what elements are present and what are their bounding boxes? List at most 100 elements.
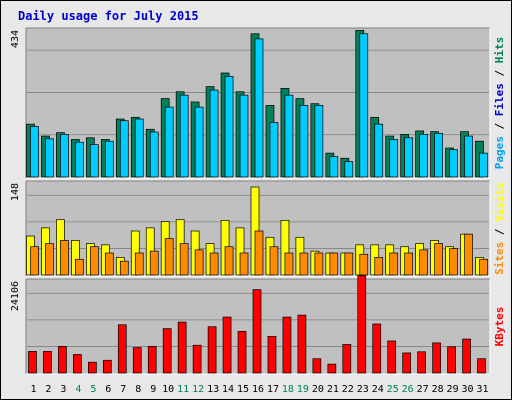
bar-kbytes-day-23 bbox=[357, 275, 367, 374]
x-tick-label-1: 1 bbox=[30, 384, 36, 395]
panel-middle: 148 Sites / Visits bbox=[10, 180, 506, 277]
panel-bottom-axis-label: KBytes bbox=[493, 307, 506, 347]
bar-files-day-11 bbox=[179, 94, 189, 178]
x-tick-label-10: 10 bbox=[162, 384, 174, 395]
panel-middle-axis-label-part: / bbox=[493, 222, 506, 242]
x-tick-label-28: 28 bbox=[432, 384, 444, 395]
bar-kbytes-day-27 bbox=[417, 351, 426, 374]
bar-sites-day-26 bbox=[404, 252, 414, 276]
x-tick-label-25: 25 bbox=[387, 384, 399, 395]
x-tick-label-26: 26 bbox=[402, 384, 414, 395]
panel-bottom: 24106 KBytes bbox=[10, 275, 506, 375]
bar-sites-day-18 bbox=[284, 252, 294, 276]
bar-sites-day-4 bbox=[75, 258, 84, 276]
bar-kbytes-day-30 bbox=[462, 338, 471, 374]
x-tick-label-20: 20 bbox=[312, 384, 324, 395]
bar-files-day-23 bbox=[359, 33, 369, 178]
x-tick-label-2: 2 bbox=[45, 384, 51, 395]
x-tick-label-4: 4 bbox=[75, 384, 81, 395]
bar-sites-day-6 bbox=[104, 252, 114, 276]
bar-kbytes-day-9 bbox=[147, 346, 157, 374]
bar-files-day-21 bbox=[329, 156, 339, 178]
bar-files-day-26 bbox=[404, 137, 414, 178]
panels-layer: 434 Pages / Files / Hits 148 Sites / Visits… bbox=[10, 27, 506, 375]
x-tick-label-12: 12 bbox=[192, 384, 204, 395]
bar-files-day-17 bbox=[269, 122, 279, 178]
x-tick-label-27: 27 bbox=[417, 384, 429, 395]
x-tick-label-11: 11 bbox=[177, 384, 189, 395]
x-tick-label-13: 13 bbox=[207, 384, 219, 395]
panel-middle-axis-label-part: Visits bbox=[493, 182, 506, 222]
bar-files-day-31 bbox=[479, 152, 488, 178]
x-tick-label-29: 29 bbox=[447, 384, 459, 395]
bar-files-day-4 bbox=[75, 141, 84, 178]
panel-top-ymax-label: 434 bbox=[10, 30, 21, 48]
panel-top: 434 Pages / Files / Hits bbox=[10, 27, 506, 179]
bar-kbytes-day-1 bbox=[28, 351, 37, 374]
bar-sites-day-19 bbox=[299, 252, 309, 276]
panel-top-axis-label: Pages / Files / Hits bbox=[493, 37, 506, 170]
panel-middle-ymax-label: 148 bbox=[10, 183, 21, 201]
x-tick-label-17: 17 bbox=[267, 384, 279, 395]
bar-kbytes-day-18 bbox=[282, 316, 292, 374]
bar-files-day-3 bbox=[60, 134, 69, 178]
panel-top-axis-label-part: / bbox=[493, 63, 506, 83]
x-axis-labels: 1 2 3 4 5 6 7 8 9 10 11 12 13 14 15 16 17 18 19 20 21 22 23 24 2… bbox=[30, 384, 488, 395]
bar-sites-day-9 bbox=[149, 250, 159, 276]
bar-sites-day-5 bbox=[90, 246, 99, 276]
chart-title: Daily usage for July 2015 bbox=[18, 9, 199, 23]
bar-files-day-8 bbox=[134, 118, 144, 178]
x-tick-label-31: 31 bbox=[476, 384, 488, 395]
bar-kbytes-day-31 bbox=[477, 358, 486, 374]
bar-files-day-27 bbox=[419, 134, 428, 178]
bar-kbytes-day-17 bbox=[267, 335, 277, 374]
bar-kbytes-day-15 bbox=[237, 330, 247, 374]
bar-sites-day-31 bbox=[479, 258, 488, 276]
panel-bottom-axis-label-part: KBytes bbox=[493, 307, 506, 347]
bar-kbytes-day-13 bbox=[207, 326, 217, 374]
x-tick-label-7: 7 bbox=[120, 384, 126, 395]
bar-files-day-14 bbox=[224, 76, 234, 178]
bar-kbytes-day-14 bbox=[222, 316, 232, 374]
bar-kbytes-day-4 bbox=[73, 354, 82, 374]
bar-kbytes-day-10 bbox=[162, 328, 172, 374]
bar-files-day-16 bbox=[254, 38, 264, 178]
bar-files-day-18 bbox=[284, 94, 294, 178]
x-tick-label-23: 23 bbox=[357, 384, 369, 395]
bar-sites-day-1 bbox=[30, 246, 39, 276]
bar-files-day-10 bbox=[164, 106, 174, 178]
bar-sites-day-7 bbox=[119, 260, 129, 276]
bar-kbytes-day-8 bbox=[132, 347, 142, 374]
bar-sites-day-2 bbox=[45, 243, 54, 276]
bar-sites-day-27 bbox=[419, 249, 428, 276]
x-tick-label-30: 30 bbox=[462, 384, 474, 395]
bar-files-day-2 bbox=[45, 138, 54, 178]
bar-sites-day-16 bbox=[254, 230, 264, 276]
bar-kbytes-day-7 bbox=[117, 324, 127, 374]
bar-files-day-29 bbox=[449, 149, 458, 178]
bar-kbytes-day-16 bbox=[252, 289, 262, 374]
bar-kbytes-day-25 bbox=[387, 340, 397, 374]
x-tick-label-9: 9 bbox=[150, 384, 156, 395]
bar-kbytes-day-29 bbox=[447, 346, 456, 374]
x-tick-label-19: 19 bbox=[297, 384, 309, 395]
panel-middle-axis-label: Sites / Visits bbox=[493, 182, 506, 275]
bar-files-day-1 bbox=[30, 126, 39, 178]
bar-files-day-19 bbox=[299, 105, 309, 178]
panel-top-axis-label-part: Files bbox=[493, 83, 506, 116]
x-tick-label-16: 16 bbox=[252, 384, 264, 395]
bar-files-day-20 bbox=[314, 105, 324, 178]
bar-sites-day-11 bbox=[179, 243, 189, 276]
bar-sites-day-28 bbox=[434, 243, 443, 276]
x-tick-label-5: 5 bbox=[90, 384, 96, 395]
panel-top-axis-label-part: Pages bbox=[493, 136, 506, 169]
bar-files-day-7 bbox=[119, 120, 129, 178]
bar-sites-day-29 bbox=[449, 248, 458, 276]
bar-sites-day-23 bbox=[359, 253, 369, 276]
bar-sites-day-22 bbox=[344, 252, 354, 276]
panel-middle-axis-label-part: Sites bbox=[493, 242, 506, 275]
panel-top-axis-label-part: Hits bbox=[493, 37, 506, 64]
bar-sites-day-30 bbox=[464, 233, 473, 276]
